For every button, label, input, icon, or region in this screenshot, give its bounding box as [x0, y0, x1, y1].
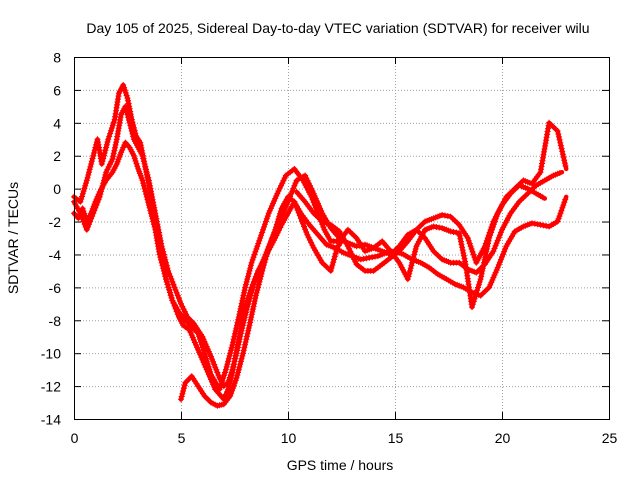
- series-markers: [293, 182, 546, 274]
- series-markers: [178, 193, 345, 409]
- x-tick-label: 25: [602, 430, 618, 446]
- x-tick-labels: 0 5 10 15 20 25: [71, 430, 618, 446]
- y-tick-label: -6: [49, 280, 62, 296]
- y-tick-label: -4: [49, 247, 62, 263]
- y-tick-label: 4: [53, 115, 61, 131]
- x-tick-label: 5: [178, 430, 186, 446]
- y-tick-label: 6: [53, 82, 61, 98]
- series-layer: [71, 82, 569, 409]
- y-tick-label: -2: [49, 214, 62, 230]
- y-tick-label: 8: [53, 50, 61, 66]
- x-axis-title: GPS time / hours: [287, 457, 394, 473]
- x-tick-label: 10: [281, 430, 297, 446]
- y-tick-label: -8: [49, 313, 62, 329]
- y-tick-label: -14: [41, 412, 61, 428]
- y-axis-title: SDTVAR / TECUs: [5, 182, 21, 294]
- axis-ticks: [74, 57, 610, 420]
- y-tick-label: 0: [53, 181, 61, 197]
- y-tick-labels: -14 -12 -10 -8 -6 -4 -2 0 2 4 6 8: [41, 50, 61, 428]
- y-tick-label: 2: [53, 148, 61, 164]
- series-track-d: [178, 193, 346, 409]
- chart-title: Day 105 of 2025, Sidereal Day-to-day VTE…: [86, 20, 589, 36]
- x-tick-label: 20: [495, 430, 511, 446]
- y-tick-label: -12: [41, 379, 61, 395]
- grid: [74, 57, 609, 419]
- x-tick-label: 15: [388, 430, 404, 446]
- y-tick-label: -10: [41, 346, 61, 362]
- series-track-e: [293, 182, 548, 274]
- plot-frame: [74, 57, 610, 420]
- x-tick-label: 0: [71, 430, 79, 446]
